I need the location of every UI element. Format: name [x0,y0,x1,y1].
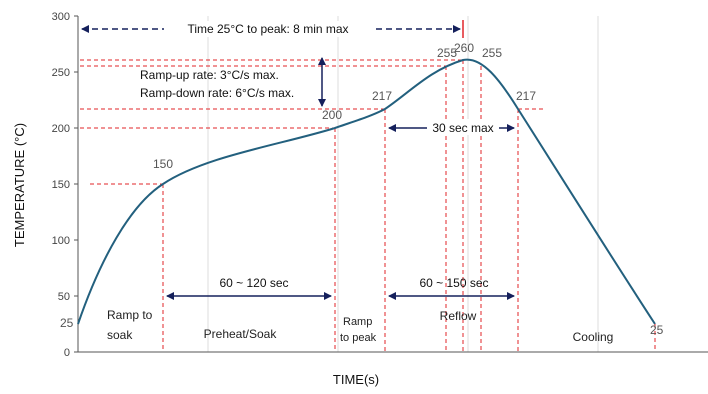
value-label-end: 25 [650,323,664,337]
value-labels: 25 150 200 217 255 260 255 217 25 [60,41,664,337]
value-label-peak: 260 [454,41,474,55]
phase-ramp-to-soak-line1: Ramp to [107,308,153,322]
ramp-up-label: Ramp-up rate: 3°C/s max. [140,68,279,82]
y-tick-labels: 0 50 100 150 200 250 300 [52,11,70,359]
y-tick-label: 200 [52,123,70,135]
y-tick-label: 300 [52,11,70,23]
reflow-duration-label: 60 ~ 150 sec [419,276,488,290]
y-tick-label: 50 [58,291,70,303]
phase-ramp-to-peak-line1: Ramp [343,316,372,328]
preheat-duration-label: 60 ~ 120 sec [219,276,288,290]
above-217-backdrop [427,119,499,135]
time-to-peak-backdrop [168,21,370,37]
phase-labels: Ramp to soak Preheat/Soak Ramp to peak R… [107,308,613,344]
phase-preheat: Preheat/Soak [204,327,278,341]
phase-reflow: Reflow [440,309,477,323]
temperature-curve [77,58,656,325]
ramp-down-label: Ramp-down rate: 6°C/s max. [140,86,294,100]
y-tick-label: 250 [52,67,70,79]
value-label-start: 25 [60,316,74,330]
value-label-liquidus-down: 217 [516,89,536,103]
above-217-label: 30 sec max [432,121,493,135]
phase-ramp-to-soak-line2: soak [107,328,133,342]
x-axis-title: TIME(s) [333,372,379,387]
phase-cooling: Cooling [573,330,614,344]
y-axis-title: TEMPERATURE (°C) [12,123,27,247]
y-tick-label: 100 [52,235,70,247]
value-label-soak-end: 200 [322,108,342,122]
y-tick-label: 150 [52,179,70,191]
phase-ramp-to-peak-line2: to peak [340,332,377,344]
value-label-near-peak-up: 255 [437,46,457,60]
time-to-peak-label: Time 25°C to peak: 8 min max [187,22,348,36]
guide-lines [80,59,656,352]
axes [74,15,708,353]
value-label-soak-start: 150 [153,157,173,171]
value-label-liquidus-up: 217 [372,89,392,103]
y-tick-label: 0 [64,347,70,359]
value-label-near-peak-down: 255 [482,46,502,60]
